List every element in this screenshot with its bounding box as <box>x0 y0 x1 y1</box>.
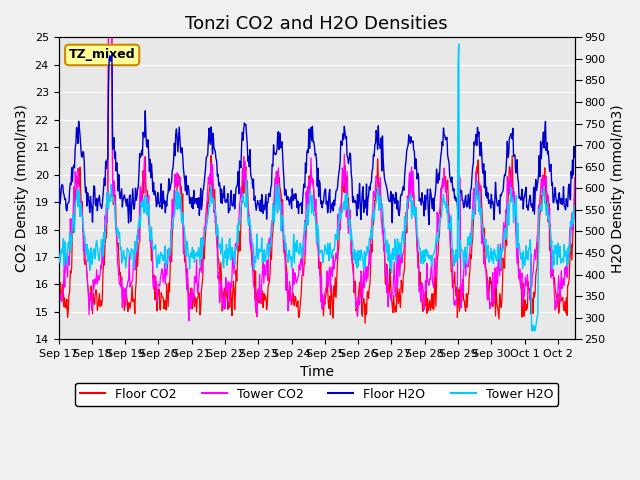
Text: TZ_mixed: TZ_mixed <box>69 48 136 61</box>
Y-axis label: H2O Density (mmol/m3): H2O Density (mmol/m3) <box>611 104 625 273</box>
Legend: Floor CO2, Tower CO2, Floor H2O, Tower H2O: Floor CO2, Tower CO2, Floor H2O, Tower H… <box>75 383 558 406</box>
X-axis label: Time: Time <box>300 365 333 379</box>
Title: Tonzi CO2 and H2O Densities: Tonzi CO2 and H2O Densities <box>185 15 448 33</box>
Y-axis label: CO2 Density (mmol/m3): CO2 Density (mmol/m3) <box>15 104 29 272</box>
